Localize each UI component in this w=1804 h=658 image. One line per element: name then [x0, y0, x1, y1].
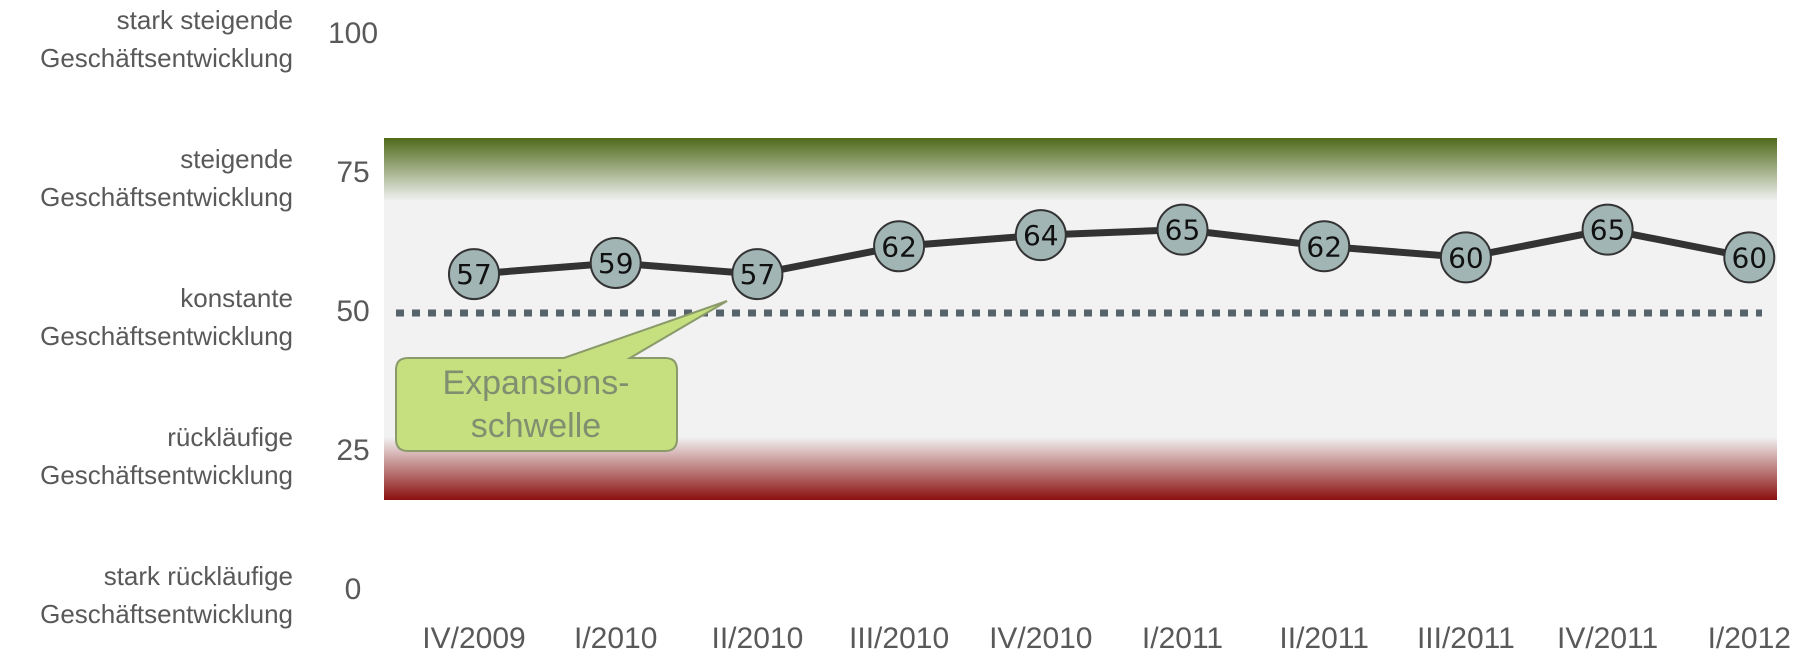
x-tick-label: III/2010	[849, 622, 949, 655]
marker	[1581, 203, 1634, 256]
callout	[395, 300, 728, 452]
y-description: stark steigende	[117, 5, 293, 35]
y-tick-label: 100	[328, 17, 378, 50]
data-label: 62	[881, 230, 917, 263]
y-description: konstante	[180, 283, 293, 313]
callout-text: Expansions-	[442, 364, 629, 402]
growth-zone	[384, 138, 1777, 201]
y-tick-label: 0	[345, 573, 362, 606]
marker	[1298, 220, 1351, 273]
marker	[589, 236, 642, 289]
y-description: Geschäftsentwicklung	[40, 460, 293, 490]
marker	[448, 248, 500, 301]
data-label: 60	[1448, 241, 1484, 274]
x-tick-label: IV/2011	[1557, 622, 1658, 655]
marker	[1014, 209, 1067, 262]
y-tick-label: 75	[336, 156, 369, 189]
y-description: rückläufige	[167, 422, 293, 452]
y-description: Geschäftsentwicklung	[40, 43, 293, 73]
data-label: 64	[1023, 219, 1059, 252]
data-label: 57	[740, 258, 776, 291]
y-description: Geschäftsentwicklung	[40, 599, 293, 629]
marker	[1156, 203, 1209, 256]
series-line	[473, 226, 1750, 278]
marker	[1439, 231, 1492, 284]
y-description: Geschäftsentwicklung	[40, 182, 293, 212]
x-tick-label: III/2011	[1417, 622, 1515, 655]
marker	[731, 248, 784, 301]
x-tick-label: II/2011	[1279, 622, 1369, 655]
data-label: 57	[456, 258, 492, 291]
x-tick-label: IV/2009	[422, 622, 525, 655]
x-tick-label: II/2010	[712, 622, 804, 655]
y-tick-label: 25	[336, 434, 369, 467]
x-tick-label: I/2012	[1708, 622, 1791, 655]
y-description: steigende	[180, 144, 293, 174]
callout-text: schwelle	[471, 407, 601, 445]
x-tick-label: I/2010	[574, 622, 657, 655]
x-tick-label: IV/2010	[989, 622, 1092, 655]
marker	[1723, 231, 1776, 284]
marker	[873, 220, 926, 273]
x-tick-label: I/2011	[1142, 622, 1223, 655]
y-description: stark rückläufige	[104, 561, 293, 591]
y-description: Geschäftsentwicklung	[40, 321, 293, 351]
data-label: 65	[1590, 214, 1626, 247]
data-label: 59	[598, 247, 634, 280]
data-label: 60	[1731, 241, 1767, 274]
data-label: 65	[1165, 214, 1201, 247]
y-tick-label: 50	[336, 295, 369, 328]
data-label: 62	[1306, 230, 1342, 263]
